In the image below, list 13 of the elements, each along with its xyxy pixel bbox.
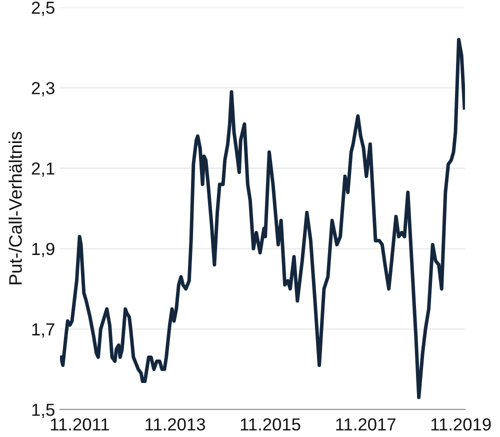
x-tick-label: 11.2013 bbox=[146, 418, 206, 431]
x-tick-label: 11.2019 bbox=[431, 418, 491, 431]
x-tick-label: 11.2011 bbox=[50, 418, 109, 431]
y-axis-title: Put-/Call-Verhältnis bbox=[8, 132, 22, 284]
y-tick-label: 2,1 bbox=[32, 162, 54, 177]
line-series bbox=[60, 38, 465, 400]
y-tick-label: 2,3 bbox=[32, 82, 54, 96]
y-tick-label: 1,5 bbox=[32, 404, 54, 418]
y-tick-label: 2,5 bbox=[32, 2, 54, 16]
y-tick-label: 1,7 bbox=[32, 323, 54, 338]
x-tick-label: 11.2015 bbox=[240, 418, 300, 431]
x-tick-label: 11.2017 bbox=[336, 418, 396, 431]
y-tick-label: 1,9 bbox=[32, 242, 54, 258]
